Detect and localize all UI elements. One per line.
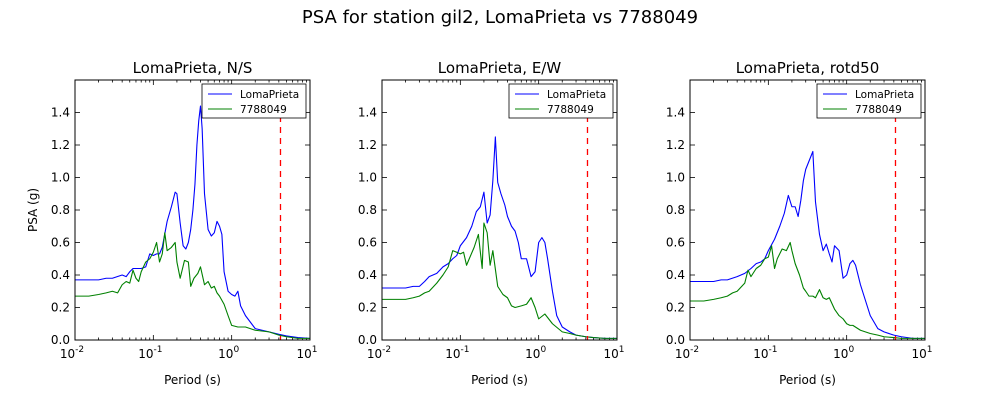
y-tick-label: 1.4 [51,106,70,120]
y-tick-label: 1.4 [358,106,377,120]
x-tick-label: 100 [218,345,239,361]
x-tick-label: 101 [296,345,317,361]
y-tick-label: 0.0 [666,333,685,347]
legend-label-1: LomaPrieta [855,89,914,101]
legend: LomaPrieta 7788049 [508,83,614,119]
y-tick-label: 0.2 [666,301,685,315]
x-axis-label: Period (s) [471,373,528,387]
y-tick-label: 0.8 [51,203,70,217]
y-tick-label: 1.2 [51,138,70,152]
series-line-2 [690,241,925,339]
panel-title: LomaPrieta, N/S [133,59,253,77]
legend-label-1: LomaPrieta [240,89,299,101]
y-tick-label: 0.4 [666,268,685,282]
plot-frame [381,79,618,341]
x-axis-label: Period (s) [779,373,836,387]
y-tick-label: 1.2 [666,138,685,152]
y-tick-label: 0.4 [51,268,70,282]
y-tick-label: 1.0 [51,171,70,185]
series-line-1 [690,150,925,339]
x-tick-label: 101 [603,345,624,361]
plot-frame [689,79,926,341]
y-tick-label: 0.4 [358,268,377,282]
y-tick-label: 1.0 [358,171,377,185]
y-tick-label: 0.6 [358,236,377,250]
legend-label-2: 7788049 [547,104,594,116]
legend-box [201,83,307,119]
x-tick-label: 100 [525,345,546,361]
legend-label-2: 7788049 [855,104,902,116]
y-tick-label: 0.8 [358,203,377,217]
y-tick-label: 1.4 [666,106,685,120]
x-axis-label: Period (s) [164,373,221,387]
y-tick-label: 0.2 [358,301,377,315]
x-tick-label: 10-2 [675,345,699,361]
plot-frame [74,79,311,341]
legend-label-1: LomaPrieta [547,89,606,101]
panel-title: LomaPrieta, rotd50 [736,59,880,77]
legend-label-2: 7788049 [240,104,287,116]
panel-1: 10-2 10-1 100 101 0.0 0.2 0.4 0.6 0.8 1.0 1.2 1.4 Lo… [26,59,318,387]
legend: LomaPrieta 7788049 [201,83,307,119]
y-tick-label: 0.6 [666,236,685,250]
series-line-1 [75,105,310,339]
x-tick-label: 10-1 [138,345,162,361]
series-line-1 [382,136,617,339]
y-tick-label: 1.2 [358,138,377,152]
series-line-2 [75,232,310,339]
legend-box [816,83,922,119]
y-tick-label: 0.8 [666,203,685,217]
x-tick-label: 10-1 [445,345,469,361]
y-tick-label: 0.0 [51,333,70,347]
x-tick-label: 101 [911,345,932,361]
panel-2: 10-2 10-1 100 101 0.0 0.2 0.4 0.6 0.8 1.0 1.2 1.4 Lo… [358,59,625,387]
x-tick-label: 10-2 [60,345,84,361]
x-tick-label: 100 [833,345,854,361]
panel-3: 10-2 10-1 100 101 0.0 0.2 0.4 0.6 0.8 1.0 1.2 1.4 Lo… [666,59,933,387]
x-tick-label: 10-1 [753,345,777,361]
y-tick-label: 1.0 [666,171,685,185]
y-tick-label: 0.0 [358,333,377,347]
y-tick-label: 0.6 [51,236,70,250]
figure-title: PSA for station gil2, LomaPrieta vs 7788… [302,7,698,28]
y-tick-label: 0.2 [51,301,70,315]
y-axis-label: PSA (g) [26,188,40,232]
legend: LomaPrieta 7788049 [816,83,922,119]
panel-title: LomaPrieta, E/W [438,59,562,77]
x-tick-label: 10-2 [367,345,391,361]
series-line-2 [382,222,617,339]
legend-box [508,83,614,119]
